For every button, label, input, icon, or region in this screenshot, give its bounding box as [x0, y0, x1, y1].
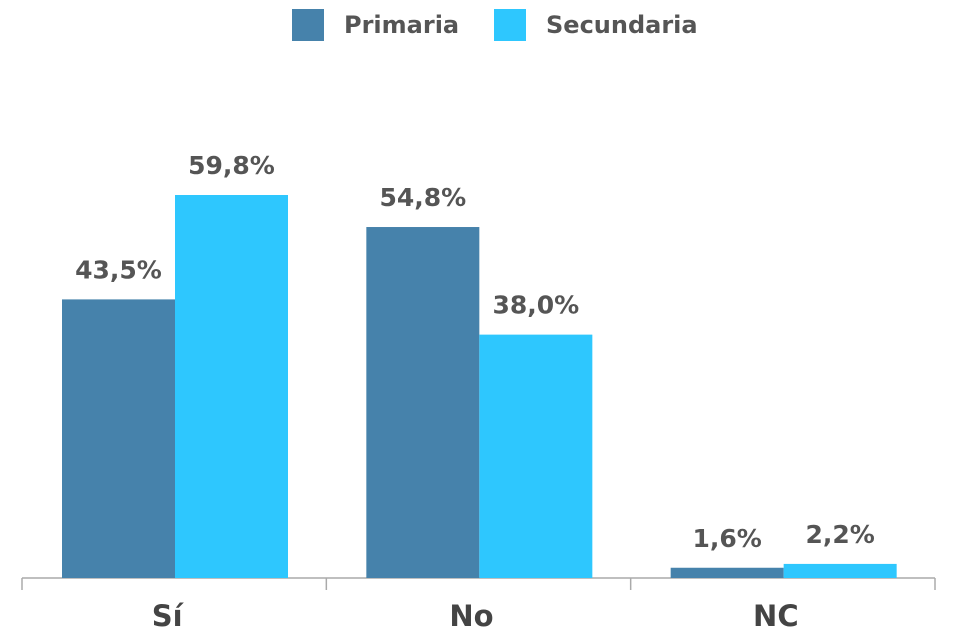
- value-label: 54,8%: [379, 183, 466, 212]
- x-tick-label: No: [449, 599, 493, 633]
- legend-label: Primaria: [344, 11, 459, 39]
- x-tick-label: NC: [753, 599, 799, 633]
- legend-swatch: [494, 9, 526, 41]
- bar: [479, 334, 593, 578]
- bar: [175, 195, 288, 578]
- value-label: 59,8%: [188, 151, 275, 180]
- value-label: 43,5%: [75, 255, 162, 284]
- bar: [783, 563, 897, 578]
- bar: [670, 567, 784, 578]
- x-tick-label: Sí: [152, 599, 185, 633]
- value-label: 2,2%: [805, 520, 874, 549]
- bar: [62, 299, 175, 578]
- value-label: 1,6%: [692, 524, 761, 553]
- legend-label: Secundaria: [546, 11, 698, 39]
- legend-swatch: [292, 9, 324, 41]
- value-label: 38,0%: [492, 291, 579, 320]
- bar: [366, 227, 480, 578]
